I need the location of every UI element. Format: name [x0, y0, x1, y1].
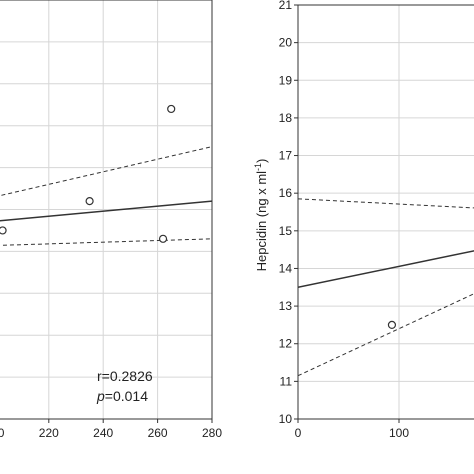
- regression-line: [0, 200, 212, 222]
- data-point: [85, 197, 94, 206]
- confidence-band-upper: [298, 198, 474, 209]
- y-tick-label: 13: [279, 299, 293, 313]
- plot-data-layer: [298, 198, 474, 377]
- confidence-band-lower: [0, 238, 212, 246]
- p-value-annotation: p=0.014: [96, 388, 148, 404]
- y-tick-label: 19: [279, 73, 293, 87]
- regression-line: [298, 250, 474, 289]
- y-tick-label: 17: [279, 149, 293, 163]
- x-tick-label: 240: [93, 426, 113, 440]
- right-y-axis-label: Hepcidin (ng x ml-1): [253, 159, 269, 272]
- confidence-band-lower: [298, 293, 474, 377]
- y-tick-label: 12: [279, 337, 293, 351]
- left-scatter-plot: 200 220 240 260 280: [0, 0, 222, 440]
- y-tick-label: 21: [279, 0, 293, 12]
- plot-frame: [0, 0, 213, 420]
- p-label: p: [96, 388, 105, 404]
- p-value: =0.014: [105, 388, 148, 404]
- data-point: [167, 104, 176, 114]
- correlation-r-annotation: r=0.2826: [97, 368, 153, 384]
- confidence-band-upper: [0, 146, 212, 197]
- y-tick-label: 11: [280, 374, 293, 388]
- y-tick-label: 16: [279, 186, 293, 200]
- x-tick-label: 100: [389, 426, 409, 440]
- x-tick-label: 280: [202, 426, 222, 440]
- y-tick-label: 15: [279, 224, 293, 238]
- y-tick-label: 20: [279, 36, 293, 50]
- right-scatter-plot: 0 100 10 11 12 13 14 15 16 17 18 19 20 21: [279, 0, 474, 440]
- x-tick-label: 260: [148, 426, 168, 440]
- data-point: [158, 234, 168, 243]
- x-tick-label: 200: [0, 426, 5, 440]
- data-point: [387, 320, 397, 330]
- x-tick-label: 0: [295, 426, 302, 440]
- y-tick-label: 10: [279, 412, 293, 426]
- y-tick-label: 18: [279, 111, 293, 125]
- y-tick-label: 14: [279, 261, 293, 275]
- data-point: [0, 226, 7, 235]
- plot-frame: [297, 4, 474, 420]
- plot-data-layer: [0, 104, 212, 246]
- x-tick-label: 220: [39, 426, 59, 440]
